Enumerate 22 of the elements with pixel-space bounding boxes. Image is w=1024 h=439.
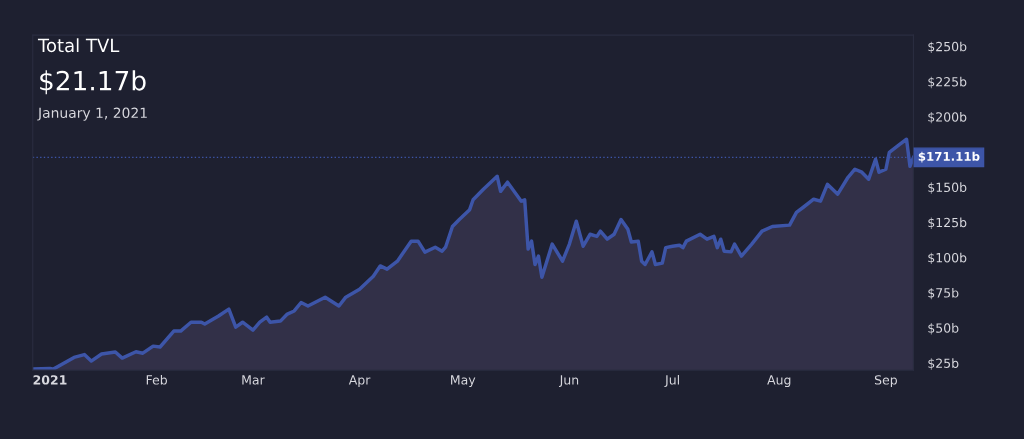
annotation: January 1, 2021 [37,107,147,121]
y-tick-label: $75b [928,287,959,300]
x-tick-label: Sep [874,375,897,388]
y-tick-label: $250b [928,41,967,53]
x-tick-label: Aug [767,375,791,388]
x-tick-label: Mar [242,375,265,385]
x-tick-label: May [451,375,476,388]
y-tick-label: $225b [928,76,967,89]
ref-line-label: $171.11b [918,151,980,163]
x-tick-label: Jun [559,375,579,387]
chart-title: Total TVL [37,38,120,53]
y-tick-label: $25b [928,358,959,370]
x-tick-label: Apr [348,375,371,388]
y-tick-label: $125b [928,217,967,229]
y-tick-label: $150b [928,182,967,194]
x-tick-label: 2021 [33,375,67,385]
x-tick-label: Jul [664,374,679,387]
y-tick-label: $50b [928,323,959,335]
y-tick-label: $100b [928,252,967,265]
text: $21.17b [40,70,146,95]
y-tick-label: $200b [928,112,967,124]
x-tick-label: Feb [146,374,167,385]
